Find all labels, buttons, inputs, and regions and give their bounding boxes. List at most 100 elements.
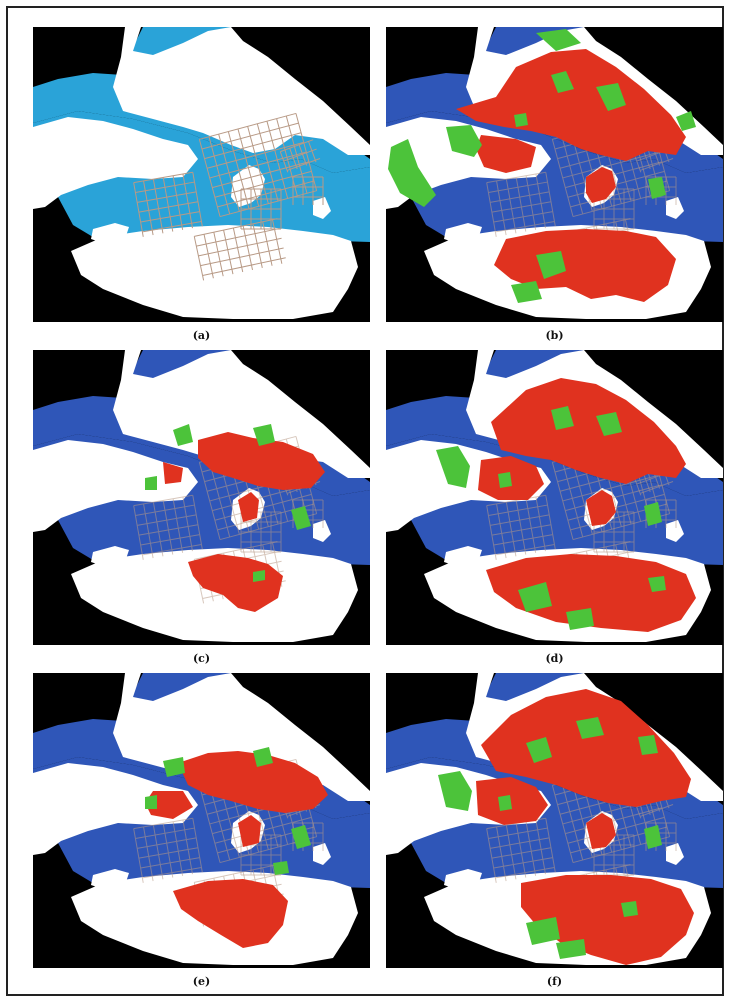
urban-area <box>494 229 676 302</box>
panel-caption-d: (d) <box>545 652 564 665</box>
map-svg-c <box>33 350 370 645</box>
small-island <box>313 843 331 865</box>
small-island <box>666 197 684 219</box>
panel-caption-c: (c) <box>192 652 211 665</box>
green-area <box>514 113 528 127</box>
green-area <box>526 917 560 945</box>
green-area <box>253 747 273 767</box>
panel-caption-b: (b) <box>545 329 564 342</box>
small-island <box>91 869 129 889</box>
small-island <box>444 869 482 889</box>
green-area <box>446 125 482 157</box>
panel-caption-f: (f) <box>546 975 563 988</box>
map-svg-d <box>386 350 723 645</box>
urban-area <box>491 378 686 484</box>
west-landmass <box>33 440 198 532</box>
map-panel-e <box>33 673 370 968</box>
urban-area <box>238 492 259 522</box>
green-area <box>498 472 512 488</box>
green-area <box>438 771 472 811</box>
green-area <box>644 502 662 526</box>
urban-area <box>173 879 288 948</box>
north-landmass <box>113 350 370 478</box>
panel-caption-a: (a) <box>192 329 211 342</box>
map-panel-a <box>33 27 370 322</box>
map-panel-d <box>386 350 723 645</box>
green-area <box>596 83 626 111</box>
urban-area <box>481 689 691 807</box>
green-area <box>436 446 470 488</box>
urban-area <box>478 456 544 500</box>
green-area <box>556 939 586 959</box>
urban-area <box>586 167 616 203</box>
street-grid <box>486 494 556 560</box>
west-landmass <box>33 117 198 209</box>
green-area <box>621 901 638 917</box>
green-area <box>551 71 574 93</box>
urban-area <box>163 462 183 484</box>
green-area <box>163 757 185 777</box>
west-landmass <box>33 763 198 855</box>
green-area <box>145 795 157 809</box>
map-svg-a <box>33 27 370 322</box>
street-grid <box>279 139 321 173</box>
map-panel-c <box>33 350 370 645</box>
green-area <box>536 29 581 51</box>
green-area <box>291 506 311 530</box>
small-island <box>444 223 482 243</box>
green-area <box>676 111 696 131</box>
green-area <box>173 424 193 446</box>
street-grid <box>133 494 203 560</box>
green-area <box>648 576 666 592</box>
green-area <box>145 476 157 490</box>
small-island <box>91 223 129 243</box>
map-svg-f <box>386 673 723 968</box>
north-landmass <box>113 27 370 155</box>
map-svg-e <box>33 673 370 968</box>
map-panel-f <box>386 673 723 968</box>
green-area <box>388 139 436 207</box>
green-area <box>498 795 512 811</box>
green-area <box>638 735 658 755</box>
urban-area <box>586 813 616 849</box>
street-grid <box>133 171 203 237</box>
green-area <box>518 582 552 612</box>
urban-area <box>198 432 325 490</box>
green-area <box>576 717 604 739</box>
urban-area <box>238 815 261 847</box>
green-area <box>566 608 594 630</box>
street-grid <box>486 171 556 237</box>
green-area <box>526 737 552 763</box>
street-grid <box>193 218 286 281</box>
urban-area <box>178 751 328 813</box>
south-landmass <box>71 548 358 642</box>
small-island <box>666 520 684 542</box>
green-area <box>644 825 662 849</box>
street-grid <box>133 817 203 883</box>
green-area <box>273 861 289 875</box>
green-area <box>536 251 566 279</box>
small-island <box>666 843 684 865</box>
urban-area <box>586 490 616 526</box>
urban-area <box>486 554 696 632</box>
green-area <box>291 825 311 849</box>
street-grid <box>198 112 318 218</box>
green-area <box>648 177 666 199</box>
small-island <box>444 546 482 566</box>
green-area <box>253 424 275 446</box>
urban-area <box>456 49 686 161</box>
small-island <box>91 546 129 566</box>
small-island <box>313 197 331 219</box>
map-svg-b <box>386 27 723 322</box>
green-area <box>253 570 265 582</box>
urban-area <box>476 135 536 173</box>
small-island <box>313 520 331 542</box>
green-area <box>551 406 574 430</box>
south-landmass <box>71 225 358 319</box>
green-area <box>596 412 622 436</box>
map-panel-b <box>386 27 723 322</box>
green-area <box>511 281 542 303</box>
panel-caption-e: (e) <box>192 975 211 988</box>
urban-area <box>476 777 548 825</box>
urban-area <box>188 554 283 612</box>
